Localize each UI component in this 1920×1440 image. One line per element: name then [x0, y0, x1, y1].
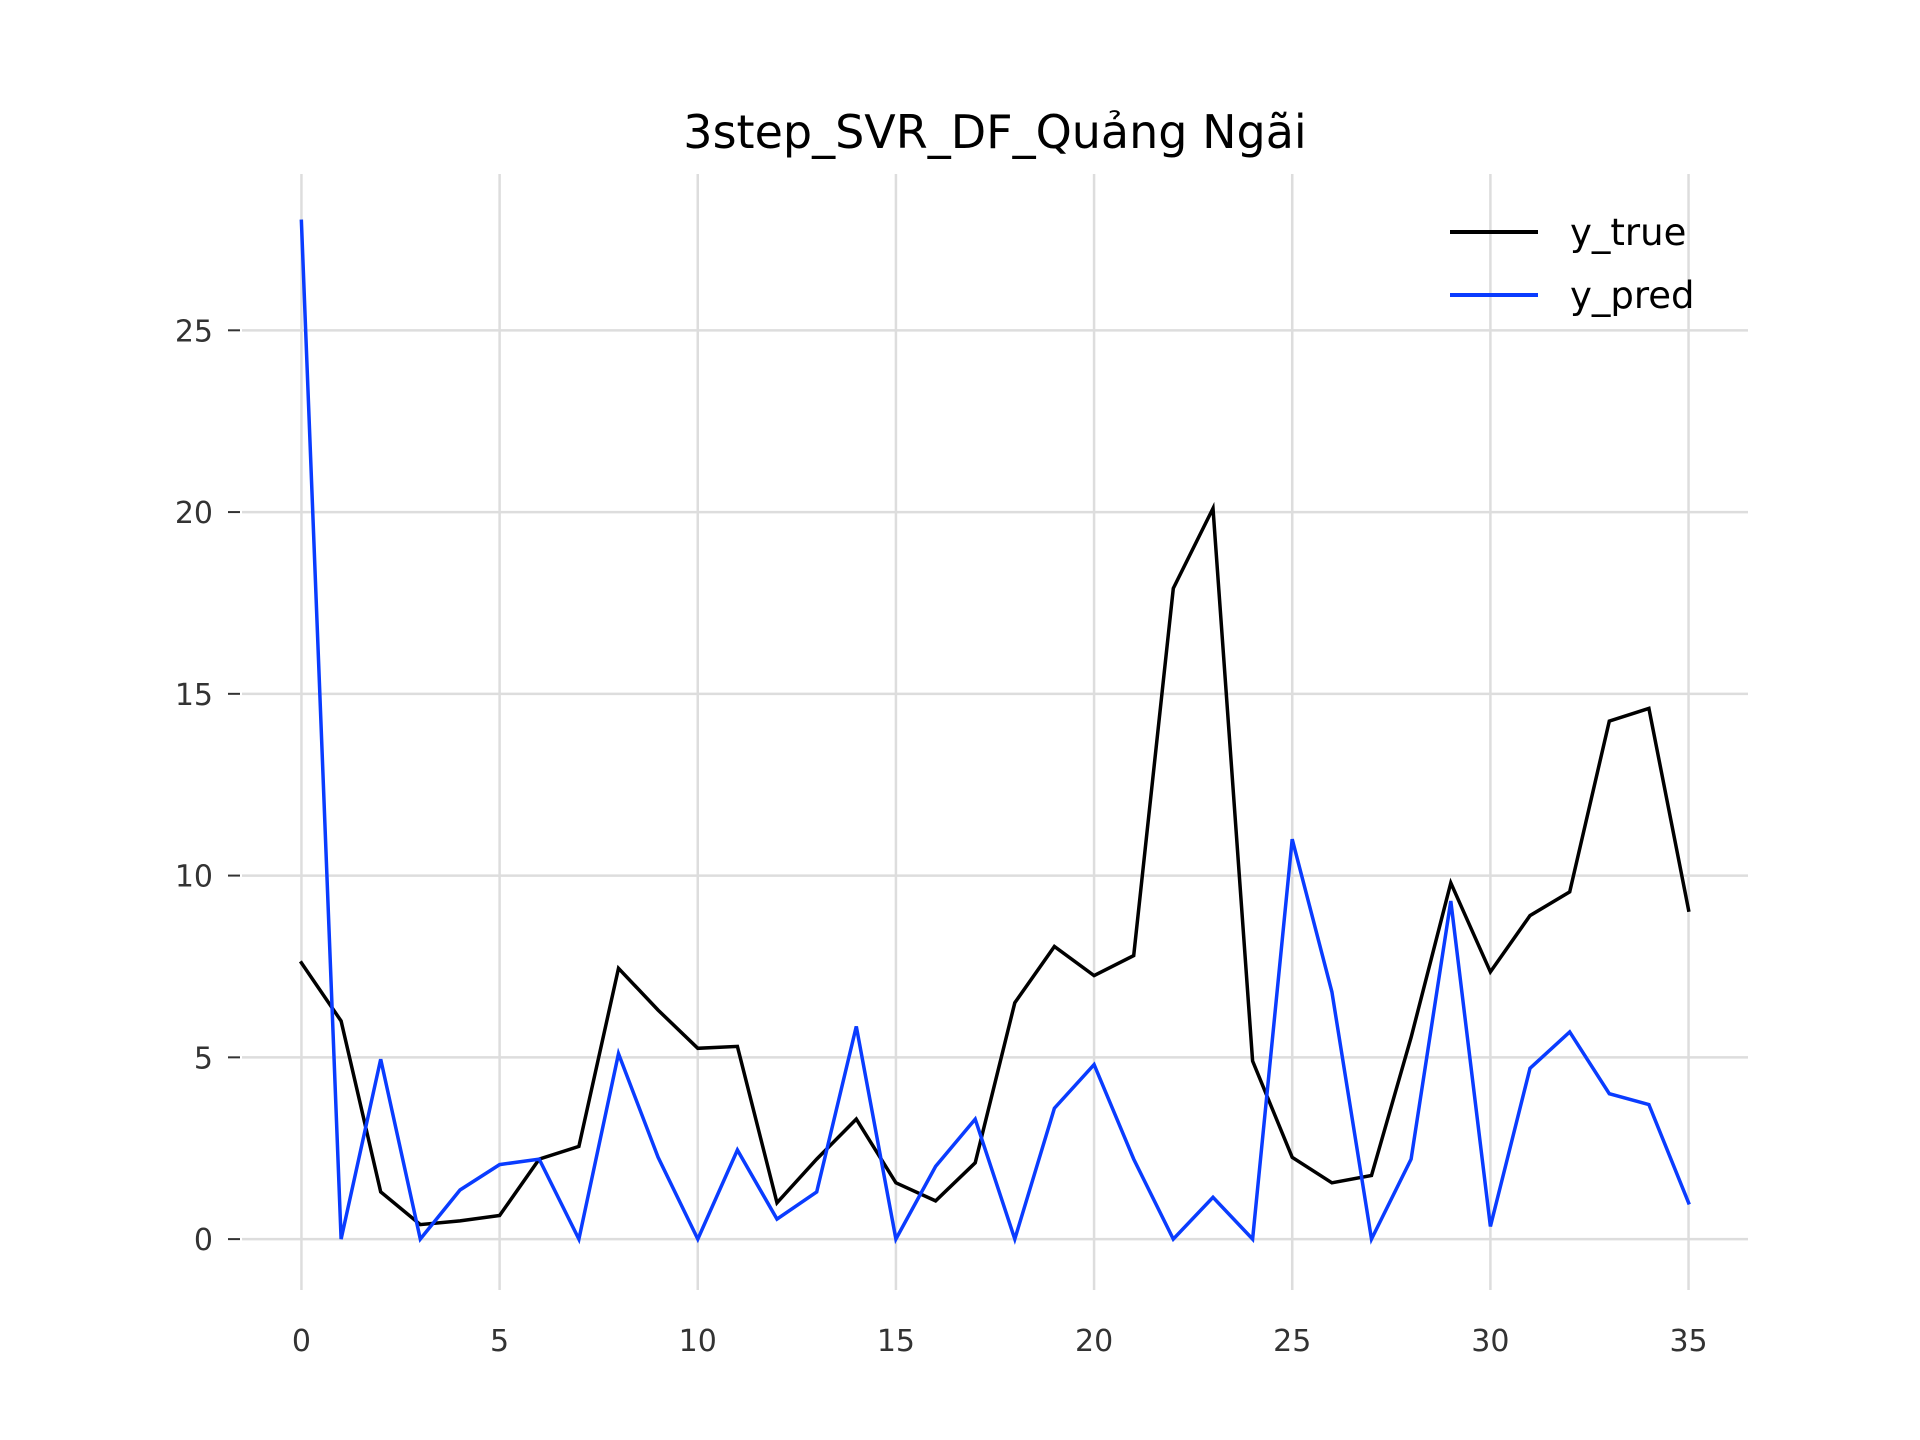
x-tick-label: 20 [1075, 1324, 1113, 1359]
x-tick-label: 10 [679, 1324, 717, 1359]
y-tick-label: 0 [194, 1223, 213, 1258]
y-tick-label: 5 [194, 1041, 213, 1076]
legend: y_true y_pred [1450, 211, 1695, 317]
series-lines [298, 219, 1691, 1245]
x-tick-label: 30 [1471, 1324, 1509, 1359]
y-tick-label: 25 [175, 314, 213, 349]
x-tick-label: 35 [1669, 1324, 1707, 1359]
legend-label-y_pred: y_pred [1570, 274, 1695, 317]
y-tick-label: 15 [175, 678, 213, 713]
chart-title: 3step_SVR_DF_Quảng Ngãi [683, 105, 1306, 159]
grid [242, 174, 1748, 1290]
x-tick-label: 0 [292, 1324, 311, 1359]
x-tick-label: 25 [1273, 1324, 1311, 1359]
series-line-y_true [298, 501, 1691, 1227]
legend-label-y_true: y_true [1570, 211, 1686, 254]
y-tick-label: 10 [175, 860, 213, 895]
y-tick-label: 20 [175, 496, 213, 531]
x-tick-label: 15 [877, 1324, 915, 1359]
series-line-y_pred [299, 219, 1691, 1245]
x-tick-label: 5 [490, 1324, 509, 1359]
axis-ticks: 0 5 10 15 20 25 0 5 10 15 20 25 30 35 [175, 314, 1708, 1359]
